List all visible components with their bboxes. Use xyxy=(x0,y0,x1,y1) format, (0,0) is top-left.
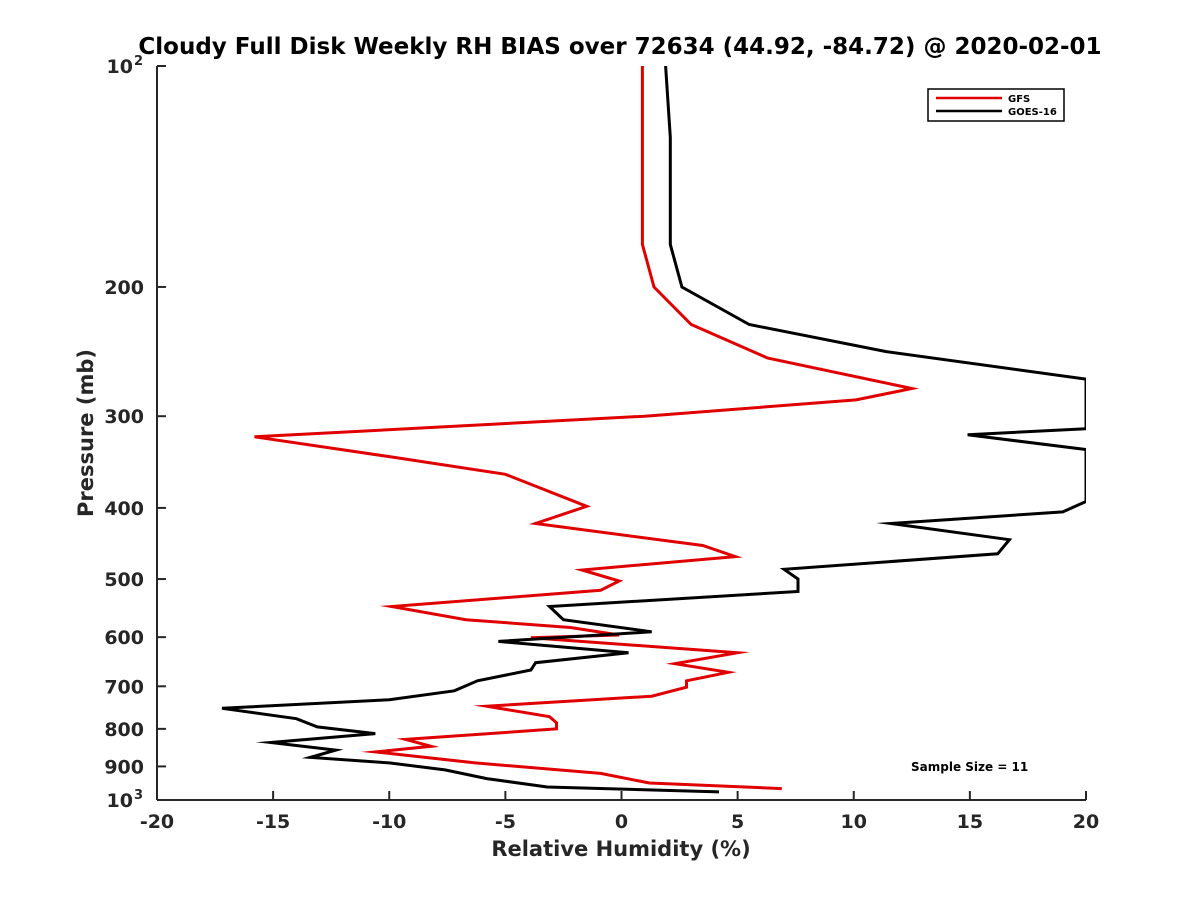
x-axis-label: Relative Humidity (%) xyxy=(491,837,750,861)
x-tick-label: -20 xyxy=(140,811,174,833)
y-tick-label: 400 xyxy=(104,498,144,520)
sample-size-annotation: Sample Size = 11 xyxy=(911,760,1028,774)
x-tick-label: 0 xyxy=(615,811,628,833)
chart-title: Cloudy Full Disk Weekly RH BIAS over 726… xyxy=(138,34,1101,60)
x-tick-label: -10 xyxy=(372,811,406,833)
x-tick-label: 10 xyxy=(841,811,867,833)
y-tick-label: 10 xyxy=(107,56,133,78)
legend-label: GOES-16 xyxy=(1008,107,1057,118)
x-tick-label: -5 xyxy=(495,811,516,833)
y-tick-label: 500 xyxy=(104,569,144,591)
x-tick-label: 15 xyxy=(957,811,983,833)
y-tick-label: 700 xyxy=(104,676,144,698)
series-line-goes-16 xyxy=(221,66,1086,794)
y-tick-label: 600 xyxy=(104,627,144,649)
legend-box xyxy=(927,88,1065,122)
x-tick-label: -15 xyxy=(256,811,290,833)
series-layer xyxy=(221,66,1086,794)
y-tick-exponent: 3 xyxy=(134,788,143,803)
series-line-gfs xyxy=(254,66,920,791)
y-tick-label: 300 xyxy=(104,406,144,428)
y-tick-label: 10 xyxy=(107,790,133,812)
y-tick-exponent: 2 xyxy=(134,54,143,69)
y-axis-label: Pressure (mb) xyxy=(74,349,98,517)
y-tick-label: 200 xyxy=(104,277,144,299)
legend: GFS GOES-16 xyxy=(927,88,1065,122)
legend-label: GFS xyxy=(1008,94,1030,105)
x-tick-label: 5 xyxy=(731,811,744,833)
axes-layer xyxy=(156,66,1086,801)
y-tick-label: 800 xyxy=(104,719,144,741)
x-tick-label: 20 xyxy=(1073,811,1099,833)
y-tick-label: 900 xyxy=(104,756,144,778)
